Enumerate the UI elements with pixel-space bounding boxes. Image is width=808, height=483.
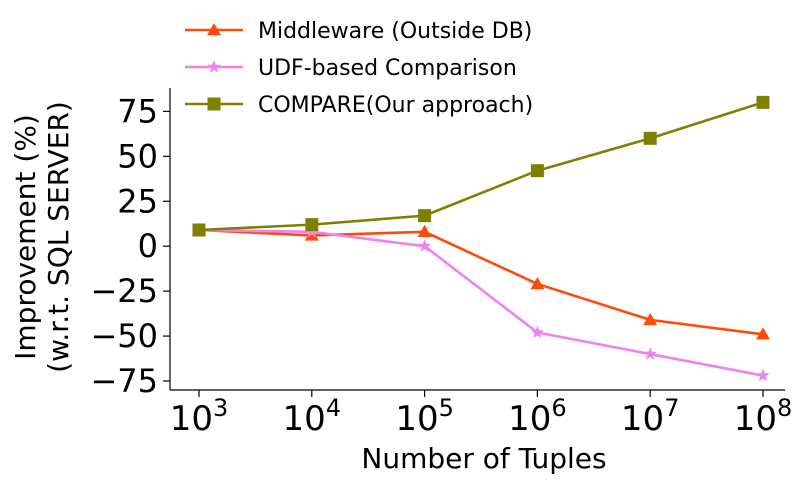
x-tick-label: 104 xyxy=(283,394,342,439)
legend: Middleware (Outside DB) UDF-based Compari… xyxy=(185,19,533,118)
x-tick-label: 106 xyxy=(508,394,567,439)
axes xyxy=(169,88,785,391)
x-tick-label: 103 xyxy=(170,394,229,439)
y-tick-label: 25 xyxy=(117,182,158,220)
x-ticks: 103 104 105 106 107 108 xyxy=(170,390,793,439)
data-point xyxy=(417,239,432,252)
legend-marker xyxy=(207,60,221,73)
data-point xyxy=(192,223,206,237)
series-line xyxy=(198,101,764,232)
legend-label: COMPARE(Our approach) xyxy=(258,93,533,118)
series-line xyxy=(198,228,764,377)
x-tick-label: 105 xyxy=(395,394,454,439)
data-point xyxy=(417,224,432,238)
legend-item: UDF-based Comparison xyxy=(185,56,517,81)
y-tick-label: −75 xyxy=(90,362,158,400)
data-point xyxy=(305,224,319,238)
data-point xyxy=(756,95,770,109)
series-layer xyxy=(192,95,770,382)
series-compare-our-approach xyxy=(192,95,770,237)
y-tick-label: −25 xyxy=(90,272,158,310)
y-tick-label: 50 xyxy=(117,137,158,175)
y-axis-label-line-2: (w.r.t. SQL SERVER) xyxy=(42,101,75,373)
x-tick-label: 107 xyxy=(621,394,680,439)
data-point xyxy=(530,325,545,339)
series-middleware-outside-db xyxy=(192,223,770,340)
series-line xyxy=(198,228,764,336)
legend-item: COMPARE(Our approach) xyxy=(185,93,533,118)
y-ticks: 75 50 25 0 −25 −50 −75 xyxy=(90,92,170,400)
legend-item: Middleware (Outside DB) xyxy=(185,19,532,44)
data-point xyxy=(643,131,657,145)
legend-label: Middleware (Outside DB) xyxy=(258,19,532,44)
data-point xyxy=(643,347,657,360)
y-axis-label-line-1: Improvement (%) xyxy=(9,114,42,360)
data-point xyxy=(530,276,545,290)
x-axis-label: Number of Tuples xyxy=(361,442,606,475)
data-point xyxy=(756,327,770,340)
data-point xyxy=(305,218,319,232)
series-udf-based-comparison xyxy=(192,223,770,382)
data-point xyxy=(418,209,432,223)
y-tick-label: 75 xyxy=(117,92,158,130)
data-point xyxy=(530,164,544,178)
legend-marker xyxy=(207,23,221,36)
legend-marker xyxy=(207,97,221,111)
legend-label: UDF-based Comparison xyxy=(258,56,517,81)
y-tick-label: −50 xyxy=(90,317,158,355)
data-point xyxy=(756,368,770,382)
data-point xyxy=(643,312,658,326)
y-tick-label: 0 xyxy=(138,227,158,265)
x-tick-label: 108 xyxy=(734,394,793,439)
